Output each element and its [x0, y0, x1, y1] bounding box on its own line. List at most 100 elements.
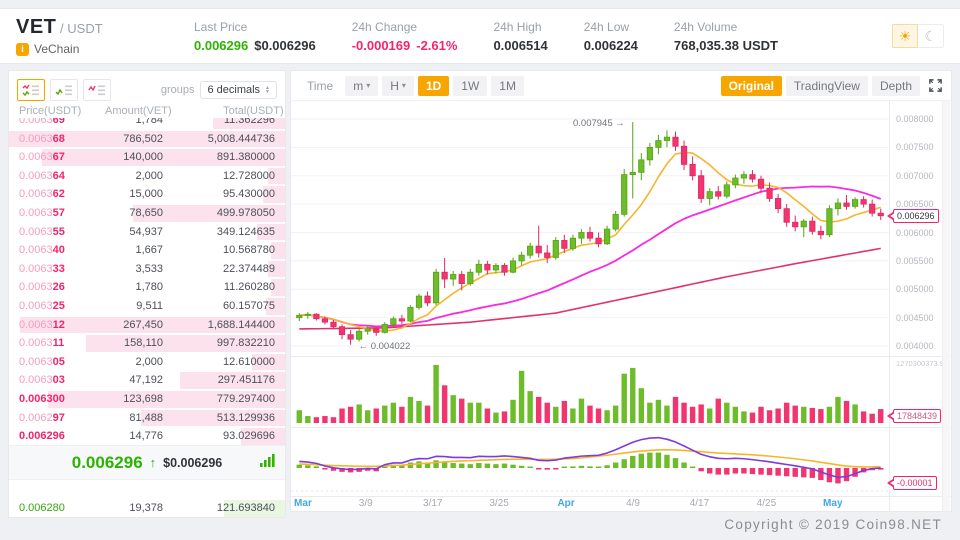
interval-m[interactable]: m ▾ [345, 75, 379, 96]
ask-row[interactable]: 0.006340 1,667 10.568780 [9, 241, 285, 260]
view-tradingview[interactable]: TradingView [785, 75, 868, 96]
stat-value: 0.006224 [583, 37, 638, 53]
bid-row[interactable]: 0.006280 19,378 121.693840 [9, 499, 285, 518]
fullscreen-icon[interactable] [928, 78, 943, 93]
ask-row[interactable]: 0.006311 158,110 997.832210 [9, 334, 285, 353]
column-price: Price(USDT) [19, 105, 82, 117]
volume-bars-icon[interactable] [260, 453, 275, 472]
interval-1w[interactable]: 1W [453, 75, 488, 96]
time-tick: Mar [294, 498, 312, 509]
ask-row[interactable]: 0.006362 15,000 95.430000 [9, 185, 285, 204]
price-chart[interactable]: 0.007945 → ← 0.004022 [291, 101, 889, 356]
orderbook-bids-icon[interactable] [50, 79, 78, 101]
svg-text:0.007945 →: 0.007945 → [573, 118, 625, 129]
amount-cell: 14,776 [129, 430, 163, 443]
time-label: Time [307, 78, 334, 93]
interval-h[interactable]: H ▾ [382, 75, 414, 96]
chart-toolbar: Time m ▾ H ▾ 1D 1W 1M Original TradingView Depth [291, 71, 951, 101]
base-asset: VET [16, 16, 57, 38]
stat-label: 24h Change [351, 19, 418, 34]
ask-row[interactable]: 0.006357 78,650 499.978050 [9, 204, 285, 223]
ask-row[interactable]: 0.006300 123,698 779.297400 [9, 390, 285, 409]
depth-bar [265, 297, 285, 315]
view-original[interactable]: Original [720, 75, 782, 96]
ask-row[interactable]: 0.006305 2,000 12.610000 [9, 353, 285, 372]
amount-cell: 1,784 [135, 118, 163, 126]
price-cell: 0.006357 [19, 206, 65, 219]
chart-scrollbar[interactable] [942, 101, 950, 511]
total-cell: 297.451176 [217, 374, 275, 387]
price-cell: 0.006333 [19, 262, 65, 275]
ask-row[interactable]: 0.006297 81,488 513.129936 [9, 409, 285, 428]
ask-row[interactable]: 0.006364 2,000 12.728000 [9, 167, 285, 186]
ask-row[interactable]: 0.006368 786,502 5,008.444736 [9, 130, 285, 149]
orderbook-asks-icon[interactable] [83, 79, 111, 101]
depth-bar [224, 500, 285, 517]
amount-cell: 2,000 [135, 355, 163, 368]
pair-title: VET / USDT [16, 16, 194, 39]
macd-chart[interactable] [291, 428, 889, 496]
stat-label: Last Price [194, 19, 248, 34]
price-cell: 0.006303 [19, 374, 65, 387]
interval-buttons: m ▾ H ▾ 1D 1W 1M [345, 75, 528, 96]
dark-theme-icon[interactable]: ☾ [918, 24, 944, 48]
asks-list: 0.006369 1,784 11.362296 0.006368 786,502 5,0… [9, 118, 285, 445]
amount-cell: 158,110 [124, 337, 163, 350]
chart-view-buttons: Original TradingView Depth [720, 75, 943, 96]
amount-cell: 267,450 [123, 318, 163, 331]
amount-cell: 786,502 [123, 132, 163, 145]
chart-plot-area[interactable]: 0.007945 → ← 0.004022 Mar 3/9 3/17 3/25 Apr 4/… [291, 101, 953, 512]
ask-row[interactable]: 0.006333 3,533 22.374489 [9, 260, 285, 279]
amount-cell: 140,000 [123, 151, 163, 164]
time-tick: 4/9 [626, 498, 640, 509]
volume-chart[interactable] [291, 357, 889, 427]
light-theme-icon[interactable]: ☀ [892, 24, 918, 48]
price-axis-label: 0.004500 [896, 312, 934, 323]
stat-value: -0.000169 -2.61% [351, 37, 458, 53]
ask-row[interactable]: 0.006312 267,450 1,688.144400 [9, 316, 285, 335]
total-cell: 349.124635 [216, 225, 275, 238]
order-book-columns: Price(USDT) Amount(VET) Total(USDT) [9, 105, 285, 122]
time-tick: 4/17 [689, 498, 710, 509]
price-cell: 0.006311 [19, 337, 65, 350]
ask-row[interactable]: 0.006369 1,784 11.362296 [9, 118, 285, 130]
price-axis-label: 0.008000 [896, 114, 934, 124]
price-up-arrow-icon: ↑ [149, 455, 157, 470]
ask-row[interactable]: 0.006303 47,192 297.451176 [9, 371, 285, 390]
ask-row[interactable]: 0.006325 9,511 60.157075 [9, 297, 285, 316]
time-tick: 4/25 [756, 498, 777, 509]
price-axis-label: 0.004000 [896, 341, 934, 351]
price-cell: 0.006297 [19, 411, 65, 424]
amount-cell: 2,000 [135, 169, 163, 182]
depth-bar [42, 149, 285, 166]
interval-1d[interactable]: 1D [417, 75, 450, 96]
stat-24h-high: 24h High 0.006514 [493, 20, 547, 53]
view-depth[interactable]: Depth [871, 75, 920, 96]
total-cell: 11.260280 [223, 281, 275, 294]
amount-cell: 78,650 [129, 206, 163, 219]
orderbook-both-icon[interactable] [17, 79, 45, 101]
time-axis: Mar 3/9 3/17 3/25 Apr 4/9 4/17 4/25 May [291, 498, 889, 512]
depth-bar [268, 167, 285, 185]
coin-name: VeChain [34, 42, 80, 56]
svg-text:← 0.004022: ← 0.004022 [359, 341, 411, 352]
stat-value: 0.006296 $0.006296 [194, 37, 316, 53]
interval-1m[interactable]: 1M [491, 75, 524, 96]
total-cell: 60.157075 [223, 299, 275, 312]
depth-bar [141, 409, 285, 427]
stat-last-price: Last Price 0.006296 $0.006296 [194, 20, 316, 53]
last-price-usd: $0.006296 [163, 455, 223, 470]
amount-cell: 47,192 [129, 374, 163, 387]
ask-row[interactable]: 0.006367 140,000 891.380000 [9, 148, 285, 167]
depth-bar [251, 353, 285, 371]
bids-list: 0.006280 19,378 121.693840 [9, 499, 285, 518]
ask-row[interactable]: 0.006296 14,776 93.029696 [9, 427, 285, 445]
decimals-select[interactable]: 6 decimals ▲ ▼ [200, 81, 277, 99]
ask-row[interactable]: 0.006326 1,780 11.260280 [9, 278, 285, 297]
depth-bar [213, 118, 285, 129]
pair-block: VET / USDT i VeChain [16, 16, 194, 56]
volume-axis-max: 1270300373.90 [896, 359, 949, 368]
select-carets-icon: ▲ ▼ [265, 85, 270, 95]
total-cell: 10.568780 [223, 244, 275, 257]
ask-row[interactable]: 0.006355 54,937 349.124635 [9, 223, 285, 242]
